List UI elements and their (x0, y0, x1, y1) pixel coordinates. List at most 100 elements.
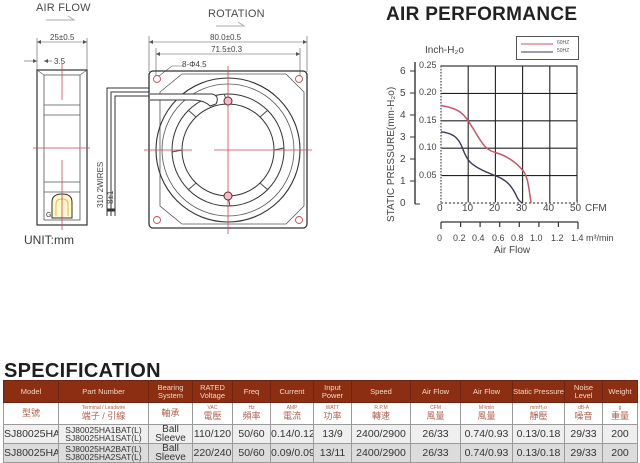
cell-part-number: SJ80025HA1BAT(L) SJ80025HA1SAT(L) (58, 424, 149, 444)
legend-60hz: 60HZ (557, 40, 570, 46)
cell-airflow-m3: 0.74/0.93 (460, 424, 513, 444)
x-tick-m3: 0.8 (511, 233, 524, 243)
table-row: SJ80025HA1 SJ80025HA1BAT(L)SJ80025HA1SAT… (3, 424, 638, 444)
col-speed: Speed (351, 380, 411, 403)
fan-front-view-drawing (106, 21, 312, 234)
y-tick-mm: 0 (400, 198, 406, 209)
wire-strip-label: 8±1 (106, 190, 115, 204)
rotation-title: ROTATION (208, 8, 265, 20)
subheader-cell: Hz 頻率 (232, 402, 271, 425)
y-axis-secondary-title: Inch-H₂o (425, 45, 464, 56)
col-voltage: RATED Voltage (192, 380, 233, 403)
subheader-cell: g 重量 (602, 402, 638, 425)
x-tick-m3: 0.4 (472, 233, 485, 243)
hole-pitch-dimension: 71.5±0.3 (211, 45, 243, 54)
table-row: SJ80025HA2 SJ80025HA2BAT(L)SJ80025HA2SAT… (3, 443, 638, 463)
hole-size-dimension: 8-Φ4.5 (182, 60, 207, 69)
svg-text:G: G (46, 212, 51, 219)
subheader-cell: VAC 電壓 (192, 402, 233, 425)
cell-speed: 2400/2900 (351, 424, 411, 444)
subheader-cell: 軸承 (148, 402, 193, 425)
col-part-number: Part Number (58, 380, 149, 403)
y-tick-inch: 0.10 (419, 142, 437, 152)
cell-power: 13/9 (313, 424, 352, 444)
col-weight: Weight (602, 380, 638, 403)
y-axis-title: STATIC PRESSURE(mm-H₂o) (386, 86, 397, 222)
performance-title: AIR PERFORMANCE (386, 4, 578, 25)
x-unit-cfm: CFM (585, 203, 607, 214)
cell-speed: 2400/2900 (351, 443, 411, 463)
y-tick-mm: 1 (400, 176, 406, 187)
x-tick-m3: 0.2 (453, 233, 466, 243)
wire-length-label: 310 2WIRES (96, 161, 105, 208)
y-tick-mm: 3 (400, 132, 406, 143)
x-tick-m3: 0 (437, 233, 443, 243)
x-tick-cfm: 40 (543, 203, 555, 214)
y-tick-mm: 2 (400, 154, 406, 165)
col-bearing: Bearing System (148, 380, 193, 403)
cell-freq: 50/60 (232, 443, 271, 463)
cell-model: SJ80025HA1 (3, 424, 59, 444)
x-tick-cfm: 30 (516, 203, 528, 214)
x-tick-m3: 1.4 (571, 233, 584, 243)
cell-bearing: Ball Sleeve (148, 424, 193, 444)
subheader-cell: R.P.M 轉速 (351, 402, 411, 425)
table-header-row: Model Part Number Bearing System RATED V… (3, 380, 638, 403)
fan-side-view-drawing: G (24, 15, 90, 230)
cell-part-number: SJ80025HA2BAT(L) SJ80025HA2SAT(L) (58, 443, 149, 463)
y-tick-inch: 0.05 (419, 170, 437, 180)
subheader-cell: CFM 風量 (410, 402, 461, 425)
cell-voltage: 220/240 (192, 443, 233, 463)
x-unit-m3: m³/min (586, 233, 614, 243)
col-static-pressure: Static Pressure (512, 380, 565, 403)
side-offset-dimension: 3.5 (54, 57, 66, 66)
subheader-cell: M³/min 風量 (460, 402, 513, 425)
x-axis-title: Air Flow (494, 245, 531, 256)
subheader-cell: 型號 (3, 402, 59, 425)
chart-legend: 60HZ 50HZ (516, 36, 579, 60)
col-model: Model (3, 380, 59, 403)
side-width-dimension: 25±0.5 (50, 33, 75, 42)
specification-table: Model Part Number Bearing System RATED V… (3, 380, 638, 463)
cell-static-pressure: 0.13/0.18 (512, 443, 565, 463)
cell-current: 0.09/0.09 (270, 443, 314, 463)
cell-airflow-cfm: 26/33 (410, 443, 461, 463)
legend-50hz: 50HZ (557, 48, 570, 54)
x-tick-cfm: 50 (570, 203, 582, 214)
cell-static-pressure: 0.13/0.18 (512, 424, 565, 444)
y-tick-mm: 6 (400, 66, 406, 77)
outer-dimension: 80.0±0.5 (210, 33, 242, 42)
subheader-cell: mmH₂o 靜壓 (512, 402, 565, 425)
cell-airflow-m3: 0.74/0.93 (460, 443, 513, 463)
y-tick-inch: 0.15 (419, 115, 437, 125)
cell-bearing: Ball Sleeve (148, 443, 193, 463)
x-tick-cfm: 10 (462, 203, 474, 214)
cell-weight: 200 (602, 443, 638, 463)
col-airflow-cfm: Air Flow (410, 380, 461, 403)
cell-weight: 200 (602, 424, 638, 444)
subheader-cell: dB-A 噪音 (564, 402, 603, 425)
airflow-title: AIR FLOW (36, 2, 91, 14)
table-subheader-row: 型號 Terminal / Leadwire 端子 / 引線 軸承 VAC 電壓 H… (3, 402, 638, 425)
cell-noise: 29/33 (564, 443, 603, 463)
col-freq: Freq (232, 380, 271, 403)
subheader-cell: WATT 功率 (313, 402, 352, 425)
x-tick-m3: 1.2 (551, 233, 564, 243)
cell-power: 13/11 (313, 443, 352, 463)
y-tick-mm: 4 (400, 110, 406, 121)
cell-current: 0.14/0.12 (270, 424, 314, 444)
cell-model: SJ80025HA2 (3, 443, 59, 463)
y-tick-mm: 5 (400, 88, 406, 99)
y-tick-inch: 0.20 (419, 87, 437, 97)
col-current: Current (270, 380, 314, 403)
cell-noise: 29/33 (564, 424, 603, 444)
subheader-cell: AMP 電流 (270, 402, 314, 425)
x-tick-cfm: 20 (489, 203, 501, 214)
x-tick-cfm: 0 (437, 203, 443, 214)
x-tick-m3: 1.0 (530, 233, 543, 243)
col-power: Input Power (313, 380, 352, 403)
unit-label: UNIT:mm (24, 233, 74, 247)
air-performance-plot (410, 62, 579, 229)
col-airflow-m3: Air Flow (460, 380, 513, 403)
cell-freq: 50/60 (232, 424, 271, 444)
